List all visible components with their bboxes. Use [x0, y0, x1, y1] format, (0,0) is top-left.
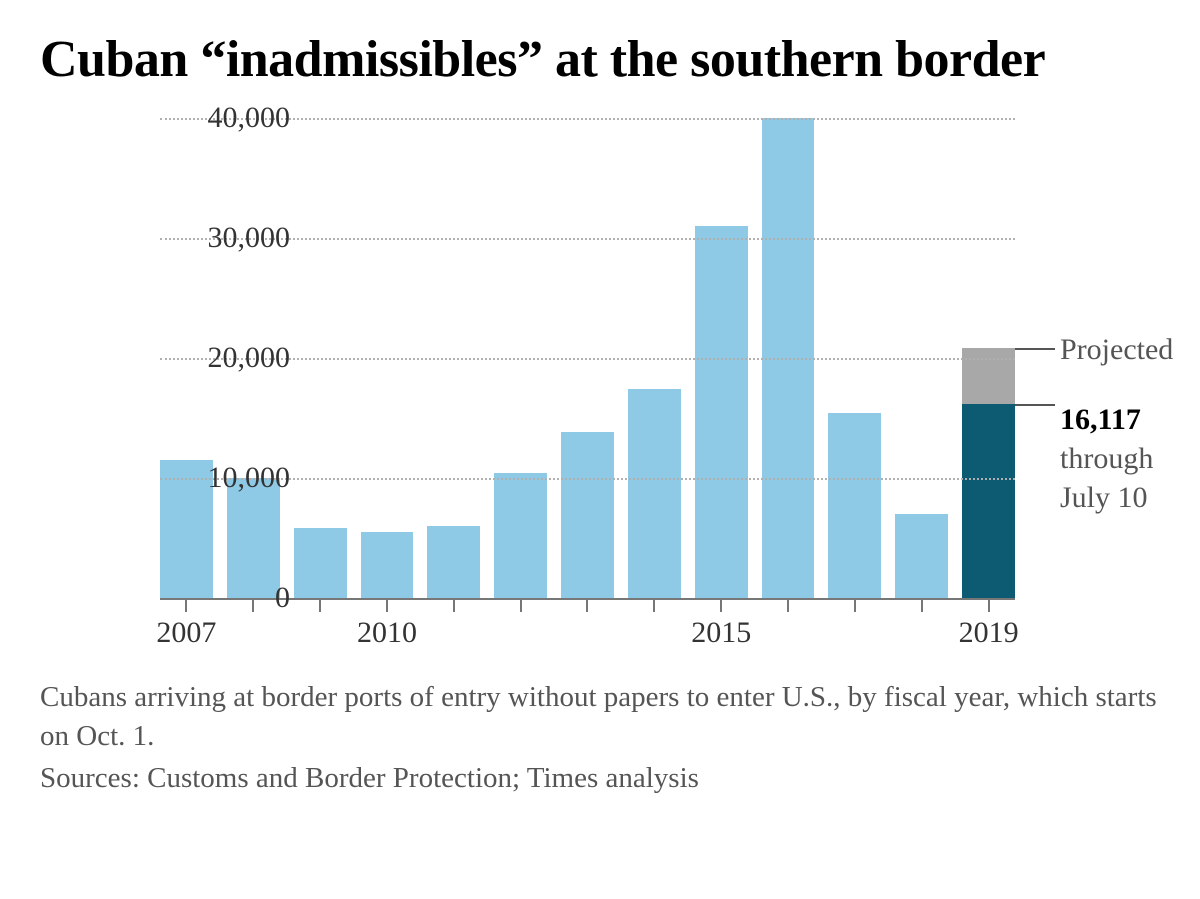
bar	[494, 473, 547, 598]
actual-value-annotation: 16,117 through July 10	[1060, 400, 1160, 517]
bar	[427, 526, 480, 598]
bar	[695, 226, 748, 598]
bar	[828, 413, 881, 598]
bar	[361, 532, 414, 598]
actual-leader-line	[1015, 404, 1055, 406]
projected-leader-line	[1015, 348, 1055, 350]
bar-projected	[962, 348, 1015, 404]
y-axis-label: 10,000	[208, 461, 291, 495]
projected-annotation: Projected	[1060, 330, 1173, 369]
bar	[227, 478, 280, 598]
x-axis-label: 2019	[959, 616, 1019, 650]
bar	[160, 460, 213, 598]
bar	[628, 389, 681, 598]
chart-caption: Cubans arriving at border ports of entry…	[40, 678, 1160, 756]
bar	[895, 514, 948, 598]
chart-title: Cuban “inadmissibles” at the southern bo…	[40, 30, 1160, 90]
x-axis-labels: 2007201020152019	[160, 608, 1015, 658]
y-axis-label: 0	[275, 581, 290, 615]
bar	[294, 528, 347, 598]
actual-value-number: 16,117	[1060, 403, 1141, 436]
projected-label: Projected	[1060, 333, 1173, 366]
chart-source: Sources: Customs and Border Protection; …	[40, 762, 1160, 795]
actual-value-sub: through July 10	[1060, 442, 1153, 514]
y-axis-label: 30,000	[208, 221, 291, 255]
y-axis-label: 20,000	[208, 341, 291, 375]
bar	[561, 432, 614, 598]
chart-container: 2007201020152019 Projected 16,117 throug…	[40, 108, 1160, 668]
y-axis-label: 40,000	[208, 101, 291, 135]
x-axis-label: 2007	[156, 616, 216, 650]
bar-2019-actual	[962, 404, 1015, 597]
x-axis-label: 2015	[691, 616, 751, 650]
x-axis-label: 2010	[357, 616, 417, 650]
